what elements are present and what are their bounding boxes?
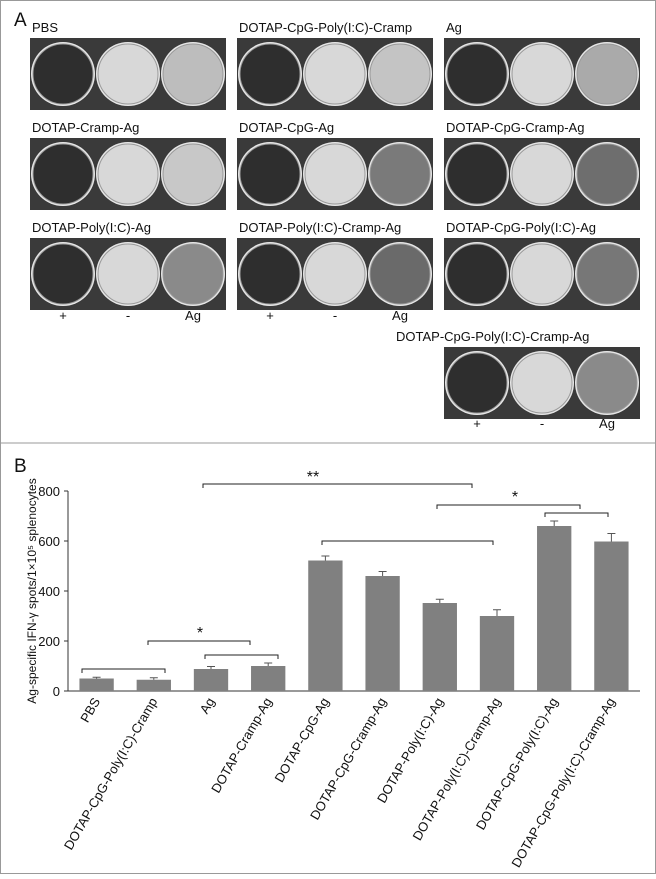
error-bar [435, 598, 444, 603]
error-bar [378, 571, 387, 576]
bar [251, 666, 286, 691]
well [304, 43, 366, 105]
y-tick-label: 200 [38, 634, 60, 649]
well [32, 43, 94, 105]
error-bar [207, 666, 215, 669]
significance-label: ** [307, 469, 319, 486]
well [576, 243, 638, 305]
bar [594, 541, 629, 691]
error-bar [607, 533, 616, 542]
significance-label: * [512, 489, 518, 506]
well [511, 243, 573, 305]
column-label: Ag [392, 308, 408, 323]
well [446, 243, 508, 305]
error-bar [92, 676, 101, 679]
image-title: DOTAP-Poly(I:C)-Cramp-Ag [239, 220, 401, 235]
well [32, 143, 94, 205]
image-title: DOTAP-CpG-Ag [239, 120, 334, 135]
image-title: DOTAP-CpG-Poly(I:C)-Ag [446, 220, 596, 235]
well [162, 243, 224, 305]
x-tick-label: Ag [197, 695, 218, 716]
well [32, 243, 94, 305]
well [511, 143, 573, 205]
well [446, 143, 508, 205]
panel-label: A [14, 10, 27, 31]
bar [479, 616, 515, 691]
well [369, 143, 431, 205]
significance-brackets [81, 483, 609, 673]
well [576, 143, 638, 205]
panel-label: B [14, 456, 27, 477]
well [511, 43, 573, 105]
column-label: + [59, 308, 67, 323]
column-label: - [126, 308, 130, 323]
image-title: DOTAP-CpG-Cramp-Ag [446, 120, 584, 135]
error-bar [149, 677, 158, 680]
image-title: DOTAP-CpG-Poly(I:C)-Cramp-Ag [396, 329, 589, 344]
error-bar [550, 520, 559, 526]
y-axis-label: Ag-specific IFN-γ spots/1×10⁵ splenocyte… [25, 478, 39, 703]
bar [136, 679, 171, 691]
column-label: - [540, 416, 544, 431]
well [576, 43, 638, 105]
image-title: PBS [32, 20, 58, 35]
column-label: - [333, 308, 337, 323]
image-title: DOTAP-Cramp-Ag [32, 120, 139, 135]
y-tick-label: 800 [38, 484, 60, 499]
well [446, 352, 508, 414]
well [369, 43, 431, 105]
column-label: + [266, 308, 274, 323]
y-tick-label: 400 [38, 584, 60, 599]
well [576, 352, 638, 414]
image-title: DOTAP-Poly(I:C)-Ag [32, 220, 151, 235]
image-title: DOTAP-CpG-Poly(I:C)-Cramp [239, 20, 412, 35]
well [304, 143, 366, 205]
bar [537, 526, 572, 691]
image-title: Ag [446, 20, 462, 35]
column-label: Ag [599, 416, 615, 431]
bar [308, 560, 343, 691]
bar [365, 576, 400, 691]
well [97, 143, 159, 205]
well [239, 143, 301, 205]
well [239, 243, 301, 305]
bar [193, 669, 229, 691]
significance-label: * [197, 625, 203, 642]
well [304, 243, 366, 305]
error-bar [321, 555, 330, 561]
well [97, 43, 159, 105]
well [369, 243, 431, 305]
well [511, 352, 573, 414]
well [239, 43, 301, 105]
y-tick-label: 600 [38, 534, 60, 549]
error-bar [493, 609, 501, 616]
well [162, 143, 224, 205]
column-label: + [473, 416, 481, 431]
bar [79, 678, 114, 691]
y-tick-label: 0 [53, 684, 60, 699]
bar [422, 603, 457, 691]
column-label: Ag [185, 308, 201, 323]
well [162, 43, 224, 105]
well [446, 43, 508, 105]
error-bar [264, 662, 273, 666]
well [97, 243, 159, 305]
